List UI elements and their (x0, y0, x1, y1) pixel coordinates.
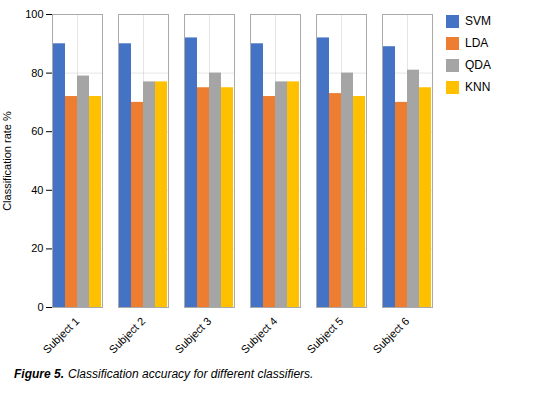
svg-text:Subject 3: Subject 3 (172, 315, 213, 356)
svg-text:Subject 5: Subject 5 (304, 315, 345, 356)
svg-text:Subject 1: Subject 1 (40, 315, 81, 356)
svg-text:Subject 4: Subject 4 (238, 315, 279, 356)
html-text:SVM: SVM (465, 14, 491, 28)
svg-text:0: 0 (37, 301, 43, 313)
svg-text:100: 100 (25, 8, 43, 20)
svg-text:Subject 2: Subject 2 (106, 315, 147, 356)
svg-text:80: 80 (31, 67, 43, 79)
html-text:KNN: KNN (465, 80, 491, 94)
html-text:Figure 5. Classification accur: Figure 5. Classification accuracy for di… (14, 367, 314, 381)
svg-text:Subject 6: Subject 6 (370, 315, 411, 356)
html-text:LDA: LDA (465, 36, 489, 50)
svg-text:60: 60 (31, 125, 43, 137)
svg-text:Classification rate %: Classification rate % (1, 111, 13, 211)
svg-text:20: 20 (31, 242, 43, 254)
html-text:QDA: QDA (465, 58, 491, 72)
svg-text:40: 40 (31, 184, 43, 196)
